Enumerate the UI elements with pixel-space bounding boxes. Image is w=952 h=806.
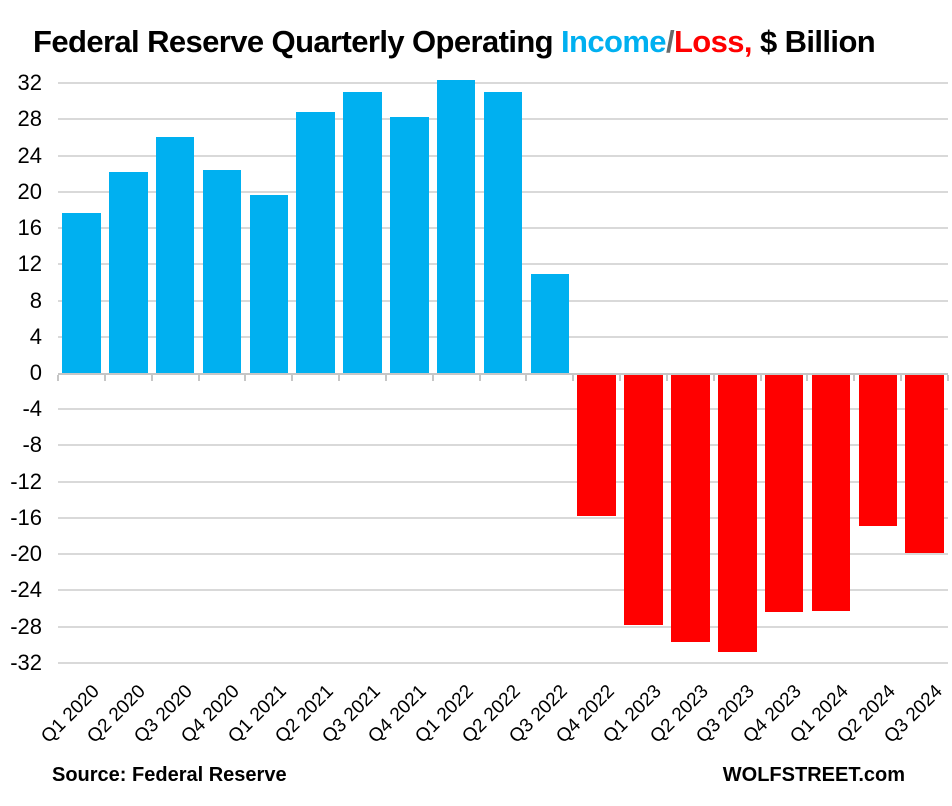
y-axis-tick-label: -28 (10, 613, 42, 639)
y-axis-tick-label: 32 (17, 70, 42, 96)
axis-tick (478, 375, 481, 381)
axis-tick (806, 375, 809, 381)
axis-tick (619, 375, 622, 381)
y-axis-tick-label: -24 (10, 577, 42, 603)
axis-tick (431, 375, 434, 381)
y-axis-tick-label: 16 (17, 215, 42, 241)
y-axis-tick-label: -12 (10, 468, 42, 494)
axis-tick (572, 375, 575, 381)
y-axis-tick-label: -4 (22, 396, 42, 422)
bar-q3-2020 (155, 136, 195, 373)
title-segment: $ Billion (751, 24, 876, 59)
y-axis-tick-label: 12 (17, 251, 42, 277)
bar-q1-2024 (811, 375, 851, 612)
chart-title: Federal Reserve Quarterly Operating Inco… (33, 24, 876, 60)
title-segment: Federal Reserve Quarterly Operating (33, 24, 562, 59)
bar-q1-2021 (249, 195, 288, 373)
axis-tick (103, 375, 106, 381)
axis-tick (150, 375, 153, 381)
wolfstreet-watermark: WOLFSTREET.com (722, 764, 905, 786)
axis-tick (947, 375, 949, 381)
bar-q4-2021 (390, 116, 429, 373)
bar-q3-2022 (530, 274, 570, 373)
y-axis-tick-label: -16 (10, 504, 42, 530)
gridline (58, 589, 948, 592)
y-axis-tick-label: 24 (17, 142, 42, 168)
bar-q3-2021 (343, 92, 382, 373)
source-note: Source: Federal Reserve (52, 764, 287, 786)
bar-q2-2024 (858, 375, 897, 527)
title-segment: Income (561, 24, 667, 59)
title-segment: Loss, (673, 24, 753, 59)
axis-tick (384, 375, 387, 381)
bar-q2-2023 (671, 375, 710, 643)
axis-tick (197, 375, 200, 381)
gridline (58, 480, 948, 483)
axis-tick (525, 375, 528, 381)
bar-q1-2022 (436, 80, 476, 373)
axis-tick (244, 375, 247, 381)
axis-tick (665, 375, 668, 381)
bar-q2-2020 (109, 171, 148, 373)
bar-q3-2023 (718, 375, 757, 652)
bar-q4-2022 (577, 375, 616, 517)
axis-tick (338, 375, 341, 381)
gridline (58, 516, 948, 519)
axis-tick (759, 375, 762, 381)
bar-q4-2023 (764, 375, 804, 613)
gridline (58, 553, 948, 556)
axis-tick (712, 375, 715, 381)
axis-tick (57, 375, 59, 381)
bar-q2-2022 (483, 92, 523, 373)
y-axis-tick-label: 8 (29, 287, 42, 313)
bar-q2-2021 (296, 112, 335, 373)
y-axis-tick-label: -32 (10, 649, 42, 675)
axis-tick (900, 375, 903, 381)
bar-q1-2023 (624, 375, 663, 625)
y-axis-tick-label: 0 (29, 360, 42, 385)
y-axis-tick-label: 28 (17, 106, 42, 132)
y-axis-tick-label: -8 (22, 432, 42, 458)
gridline (58, 444, 948, 447)
gridline (58, 625, 948, 628)
y-axis-tick-label: 4 (29, 323, 42, 349)
axis-tick (853, 375, 856, 381)
zero-axis-line (58, 373, 948, 375)
title-segment: / (665, 24, 675, 59)
bar-q3-2024 (905, 375, 944, 554)
gridline (58, 408, 948, 411)
bar-q4-2020 (202, 170, 242, 373)
gridline (58, 661, 948, 664)
y-axis-tick-label: 20 (17, 178, 42, 204)
bar-q1-2020 (62, 212, 101, 373)
gridline (58, 82, 948, 85)
y-axis-tick-label: -20 (10, 541, 42, 567)
axis-tick (291, 375, 294, 381)
